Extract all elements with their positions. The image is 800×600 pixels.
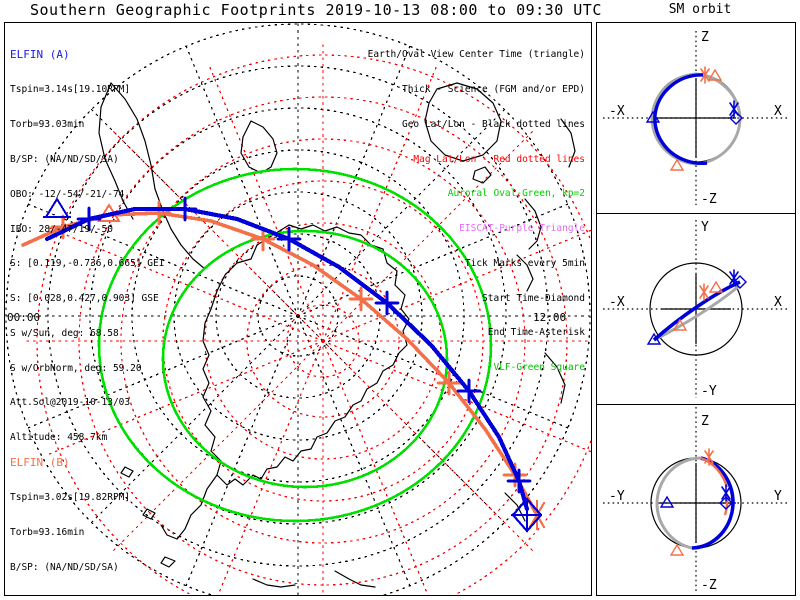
mlt-label-0000: 00:00: [7, 311, 41, 324]
elfin-a-name: ELFIN (A): [10, 48, 70, 62]
map-graphics: [5, 23, 591, 595]
legend-item-vlf: VLF-Green Square: [493, 362, 585, 374]
page-title: Southern Geographic Footprints 2019-10-1…: [30, 1, 602, 19]
elfin-a-track: [44, 206, 530, 512]
elfin-a-line-5: S: [0.119,-0.736,0.665] GEI: [10, 258, 165, 270]
legend-item-tick-marks: Tick Marks every 5min: [464, 257, 585, 269]
auroral-oval: [97, 167, 493, 523]
elfin-a-line-9: Att.Sol@2019-10-13/03: [10, 397, 131, 409]
elfin-a-info-block: ELFIN (A) Tspin=3.14s[19.10RPM] Torb=93.…: [10, 25, 164, 467]
map-footer: Tsyganenko-1996 Created: Wed Jan 25 17:5…: [419, 583, 591, 595]
sm-xy-axis-up: Y: [701, 220, 709, 235]
sm-orbit-column: Z -Z -X X: [596, 22, 796, 596]
legend-item-geo-grid: Geo Lat/Lon - Black dotted lines: [401, 118, 585, 130]
elfin-a-line-6: S: [0.028,0.427,0.903] GSE: [10, 293, 159, 305]
footprint-map-panel: ELFIN (A) Tspin=3.14s[19.10RPM] Torb=93.…: [4, 22, 592, 596]
sm-xz-axis-right: X: [774, 104, 782, 119]
sm-xz-axis-left: -X: [609, 104, 625, 119]
elfin-a-line-7: S w/Sun, deg: 68.58: [10, 327, 119, 339]
elfin-a-line-8: S w/OrbNorm, deg: 59.20: [10, 362, 142, 374]
sm-xy-axis-left: -X: [609, 295, 625, 310]
sm-xy-axis-down: -Y: [701, 384, 717, 399]
legend-item-mag-grid: Mag Lat/Lon - Red dotted lines: [413, 153, 585, 165]
legend-item-auroral-oval: Auroral Oval-Green, kp=2: [447, 188, 585, 200]
sm-panel-yz: Z -Z -Y Y: [596, 404, 796, 596]
sm-yz-axis-right: Y: [774, 489, 782, 504]
elfin-b-line-2: B/SP: (NA/ND/SD/SA): [10, 561, 119, 573]
sm-panel-xz: Z -Z -X X: [596, 22, 796, 213]
elfin-a-line-2: B/SP: (NA/ND/SD/SA): [10, 153, 119, 165]
elfin-a-start-diamond: [511, 497, 543, 533]
elfin-a-center-triangle: [43, 197, 71, 218]
elfin-b-name: ELFIN (B): [10, 456, 70, 470]
sm-orbit-title: SM orbit: [668, 2, 732, 17]
legend-item-thick-science: Thick - Science (FGM and/or EPD): [401, 83, 585, 95]
mag-meridians: [24, 42, 591, 595]
elfin-a-line-10: Altitude: 458.7km: [10, 432, 108, 444]
sm-xy-axis-right: X: [774, 295, 782, 310]
sm-panel-xy: Y -Y -X X: [596, 213, 796, 404]
sm-yz-axis-left: -Y: [609, 489, 625, 504]
sm-xy-markers: [646, 269, 747, 345]
legend-item-eiscat: EISCAT-Purple Triangle: [459, 223, 585, 235]
elfin-a-line-1: Torb=93.03min: [10, 119, 85, 131]
elfin-a-line-0: Tspin=3.14s[19.10RPM]: [10, 84, 131, 96]
elfin-a-line-3: OBO: -12/-54/-21/-74: [10, 188, 125, 200]
elfin-a-line-4: IBO: 28/-47/19/-50: [10, 223, 113, 235]
coastlines: [98, 82, 576, 588]
legend-item-start-time: Start Time-Diamond: [482, 292, 585, 304]
map-legend: Earth/Oval View Center Time (triangle) T…: [368, 26, 585, 397]
sm-yz-axis-up: Z: [701, 414, 709, 429]
elfin-b-info-block: ELFIN (B) Tspin=3.02s[19.82RPM] Torb=93.…: [10, 433, 164, 595]
sm-yz-axis-down: -Z: [701, 578, 717, 593]
sm-xz-axis-down: -Z: [701, 192, 717, 207]
sm-yz-markers: [659, 448, 733, 556]
geo-meridians: [5, 23, 591, 595]
sm-xz-markers: [645, 66, 743, 171]
sm-xz-axis-up: Z: [701, 30, 709, 45]
elfin-a-tickmarks: [76, 196, 532, 494]
elfin-b-line-0: Tspin=3.02s[19.82RPM]: [10, 492, 131, 504]
legend-item-end-time: End Time-Asterisk: [487, 327, 585, 339]
mlt-label-1200: 12:00: [533, 311, 567, 324]
legend-item-view-center: Earth/Oval View Center Time (triangle): [367, 49, 585, 61]
elfin-b-line-1: Torb=93.16min: [10, 527, 85, 539]
